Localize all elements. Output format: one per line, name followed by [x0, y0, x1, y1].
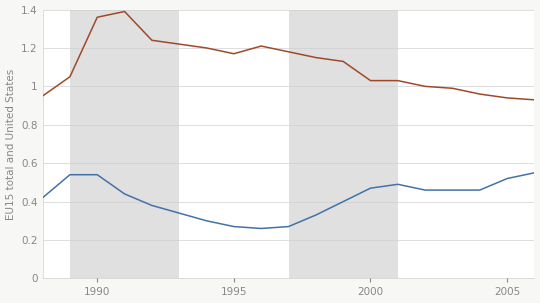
Bar: [288, 10, 398, 278]
Bar: [70, 10, 179, 278]
Y-axis label: EU15 total and United States: EU15 total and United States: [5, 68, 16, 220]
